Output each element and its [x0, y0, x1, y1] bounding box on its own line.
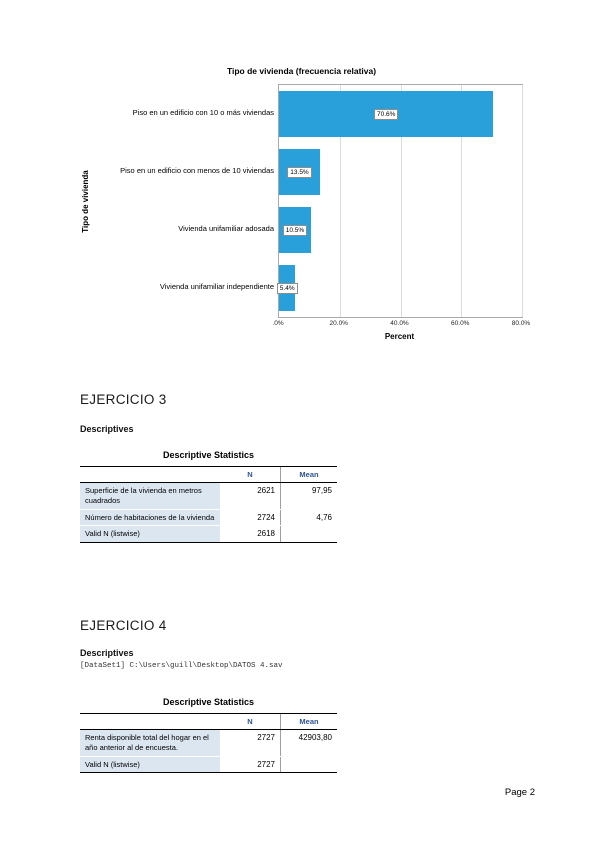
descriptive-statistics-block-1: Descriptive Statistics N Mean Superficie …: [80, 450, 337, 543]
column-header: [80, 713, 220, 730]
bar-value-label: 5.4%: [276, 282, 298, 294]
descriptives-label-3: Descriptives: [80, 424, 134, 434]
cell-mean: 4,76: [280, 509, 337, 527]
bar-chart: Tipo de vivienda (frecuencia relativa) T…: [78, 66, 531, 341]
bar-row: 70.6%: [279, 85, 522, 143]
category-label: Piso en un edificio con 10 o más viviend…: [132, 108, 274, 118]
category-label: Vivienda unifamiliar independiente: [159, 282, 274, 292]
cell-n: 2724: [220, 509, 281, 527]
descriptives-label-4: Descriptives: [80, 648, 134, 658]
column-header: Mean: [280, 466, 337, 483]
spss-table-2: N Mean Renta disponible total del hogar e…: [80, 713, 337, 774]
x-axis-ticks: .0% 20.0% 40.0% 60.0% 80.0%: [272, 318, 530, 329]
bar-row: 5.4%: [276, 259, 522, 317]
y-axis-label-text: Tipo de vivienda: [80, 169, 90, 233]
row-label: Valid N (listwise): [80, 756, 220, 774]
table-header-row: N Mean: [80, 466, 337, 483]
row-label: Número de habitaciones de la vivienda: [80, 509, 220, 527]
column-header: Mean: [280, 713, 337, 730]
cell-mean: 42903,80: [280, 729, 337, 757]
bar: 13.5%: [279, 149, 320, 195]
row-label: Renta disponible total del hogar en el a…: [80, 729, 220, 757]
bar: 70.6%: [279, 91, 494, 137]
gridline: [339, 85, 341, 317]
table-row: Valid N (listwise) 2618: [80, 525, 337, 543]
spss-table-1: N Mean Superficie de la vivienda en metro…: [80, 466, 337, 543]
column-header: [80, 466, 220, 483]
column-header: N: [220, 466, 281, 483]
table-row: Superficie de la vivienda en metros cuad…: [80, 482, 337, 510]
bar-row: 13.5%: [279, 143, 522, 201]
category-label: Piso en un edificio con menos de 10 vivi…: [120, 166, 274, 176]
bar-value-label: 13.5%: [287, 166, 312, 178]
x-tick-label: 80.0%: [511, 320, 531, 327]
table-row: Valid N (listwise) 2727: [80, 756, 337, 774]
category-label: Vivienda unifamiliar adosada: [178, 224, 274, 234]
table-title-2: Descriptive Statistics: [162, 697, 255, 707]
bar-value-label: 10.5%: [282, 224, 308, 236]
bar: 10.5%: [279, 207, 311, 253]
plot-area: 70.6% 13.5% 10.5% 5.4%: [276, 84, 523, 318]
chart-title: Tipo de vivienda (frecuencia relativa): [226, 66, 377, 76]
x-axis-label: Percent: [384, 332, 415, 341]
bar: 5.4%: [276, 265, 298, 311]
cell-n: 2621: [220, 482, 281, 510]
dataset-path: [DataSet1] C:\Users\guill\Desktop\DATOS …: [80, 662, 283, 670]
y-axis-label: Tipo de vivienda: [78, 84, 92, 318]
descriptive-statistics-block-2: Descriptive Statistics N Mean Renta dispo…: [80, 697, 337, 774]
x-tick-label: 60.0%: [451, 320, 470, 327]
gridline: [522, 85, 523, 317]
chart-body: Tipo de vivienda Piso en un edificio con…: [78, 84, 525, 318]
gridline: [400, 85, 402, 317]
cell-n: 2727: [220, 729, 281, 757]
category-labels: Piso en un edificio con 10 o más viviend…: [92, 84, 278, 318]
gridline: [461, 85, 463, 317]
table-title-1: Descriptive Statistics: [162, 450, 255, 460]
cell-mean: [280, 756, 337, 774]
x-tick-label: 40.0%: [390, 320, 409, 327]
x-tick-label: 20.0%: [329, 320, 348, 327]
table-row: Número de habitaciones de la vivienda 272…: [80, 509, 337, 527]
page-number: Page 2: [504, 787, 535, 798]
x-tick-label: .0%: [272, 320, 284, 327]
section-heading-ejercicio-3: EJERCICIO 3: [80, 392, 167, 407]
cell-n: 2727: [220, 756, 281, 774]
cell-mean: 97,95: [280, 482, 337, 510]
section-heading-ejercicio-4: EJERCICIO 4: [80, 618, 167, 633]
bar-value-label: 70.6%: [374, 108, 399, 120]
table-row: Renta disponible total del hogar en el a…: [80, 729, 337, 757]
cell-mean: [280, 525, 337, 543]
row-label: Superficie de la vivienda en metros cuad…: [80, 482, 220, 510]
table-header-row: N Mean: [80, 713, 337, 730]
column-header: N: [220, 713, 281, 730]
bar-row: 10.5%: [279, 201, 522, 259]
row-label: Valid N (listwise): [80, 525, 220, 543]
cell-n: 2618: [220, 525, 281, 543]
